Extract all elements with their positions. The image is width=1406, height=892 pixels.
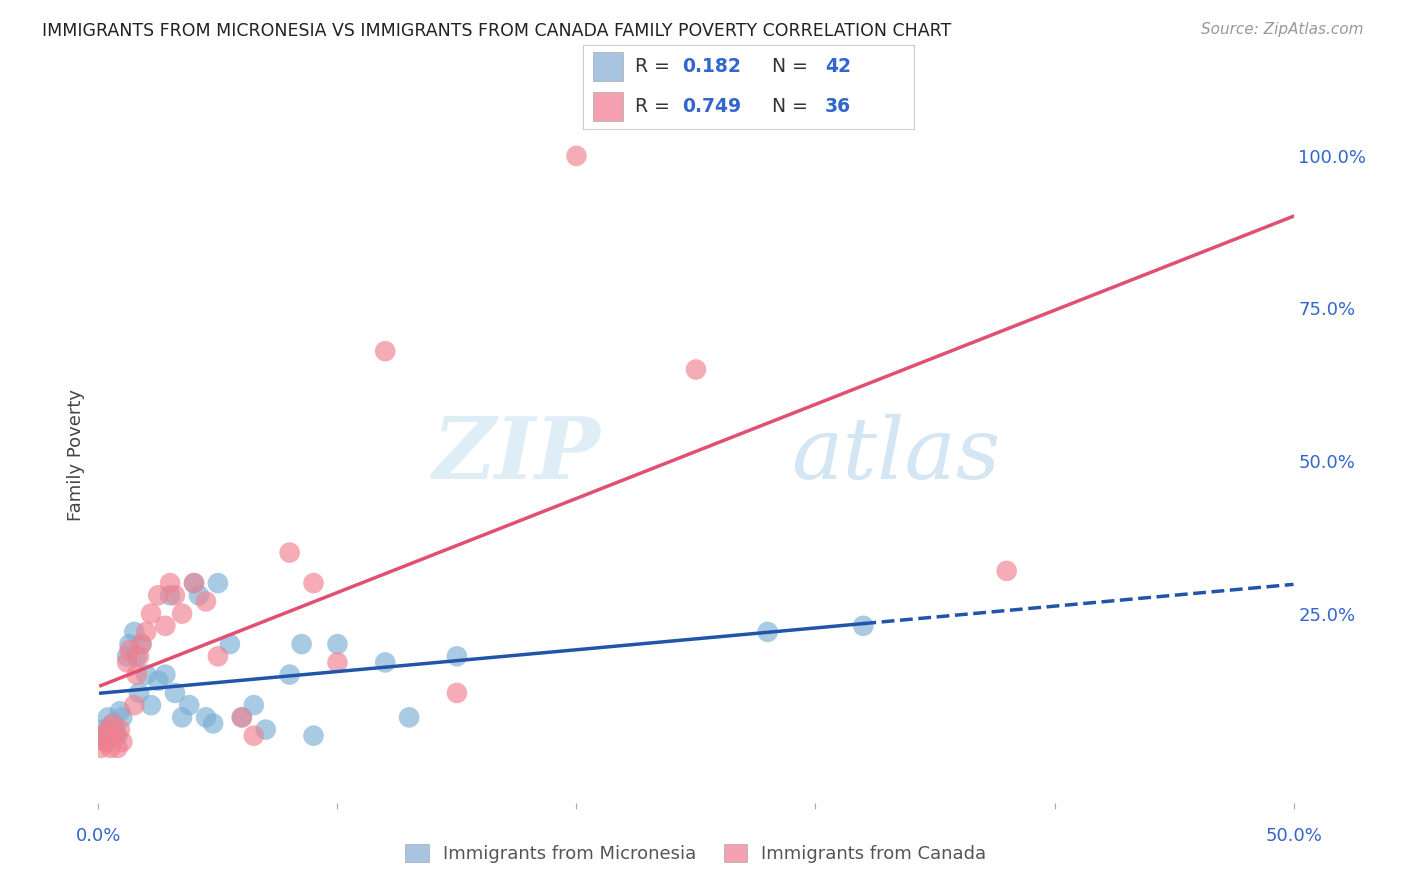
Point: [446, 649, 468, 664]
Point: [124, 698, 146, 713]
Text: ZIP: ZIP: [433, 413, 600, 497]
Point: [565, 149, 588, 163]
Point: [183, 576, 205, 591]
Text: 0.0%: 0.0%: [76, 827, 121, 846]
Point: [107, 729, 129, 743]
Text: N =: N =: [772, 96, 814, 116]
Point: [187, 588, 209, 602]
Point: [254, 723, 277, 737]
Point: [101, 716, 124, 731]
FancyBboxPatch shape: [593, 92, 623, 120]
Text: N =: N =: [772, 57, 814, 76]
Text: 50.0%: 50.0%: [1265, 827, 1322, 846]
Point: [111, 735, 134, 749]
Point: [90, 740, 112, 755]
Point: [172, 607, 194, 621]
Point: [139, 607, 162, 621]
Point: [148, 588, 170, 602]
Point: [124, 624, 146, 639]
Text: atlas: atlas: [792, 414, 1001, 496]
Point: [104, 723, 127, 737]
Point: [374, 656, 396, 670]
Point: [108, 704, 131, 718]
Point: [291, 637, 314, 651]
Point: [179, 698, 201, 713]
Point: [128, 649, 150, 664]
Legend: Immigrants from Micronesia, Immigrants from Canada: Immigrants from Micronesia, Immigrants f…: [398, 837, 994, 871]
Y-axis label: Family Poverty: Family Poverty: [66, 389, 84, 521]
Point: [195, 594, 218, 608]
Point: [155, 667, 177, 681]
Point: [128, 686, 150, 700]
Point: [207, 576, 229, 591]
Point: [125, 649, 148, 664]
Point: [995, 564, 1018, 578]
Point: [326, 637, 349, 651]
Text: Source: ZipAtlas.com: Source: ZipAtlas.com: [1201, 22, 1364, 37]
Point: [326, 656, 349, 670]
Point: [685, 362, 707, 376]
Point: [155, 619, 177, 633]
Point: [115, 649, 138, 664]
Point: [183, 576, 205, 591]
Point: [172, 710, 194, 724]
Point: [148, 673, 170, 688]
FancyBboxPatch shape: [593, 53, 623, 81]
Point: [94, 735, 117, 749]
Point: [159, 576, 181, 591]
Point: [163, 686, 186, 700]
Point: [135, 667, 157, 681]
Point: [131, 637, 153, 651]
Point: [278, 545, 301, 559]
Point: [111, 710, 134, 724]
Point: [163, 588, 186, 602]
Point: [302, 576, 325, 591]
Point: [231, 710, 253, 724]
Point: [207, 649, 229, 664]
Text: 0.749: 0.749: [683, 96, 742, 116]
Point: [278, 667, 301, 681]
Point: [195, 710, 218, 724]
Point: [219, 637, 242, 651]
Text: 0.182: 0.182: [683, 57, 741, 76]
Point: [243, 729, 266, 743]
Point: [97, 723, 120, 737]
Point: [243, 698, 266, 713]
Point: [104, 729, 127, 743]
Point: [98, 740, 122, 755]
Text: 42: 42: [825, 57, 851, 76]
Point: [159, 588, 181, 602]
Point: [374, 344, 396, 359]
Point: [125, 667, 148, 681]
Point: [91, 723, 114, 737]
Point: [97, 710, 120, 724]
Point: [118, 643, 141, 657]
Point: [398, 710, 420, 724]
Point: [98, 729, 122, 743]
Point: [139, 698, 162, 713]
Text: 36: 36: [825, 96, 851, 116]
Text: R =: R =: [634, 96, 675, 116]
Point: [852, 619, 875, 633]
Text: R =: R =: [634, 57, 675, 76]
Point: [202, 716, 225, 731]
Point: [94, 735, 117, 749]
Point: [107, 740, 129, 755]
Point: [118, 637, 141, 651]
Point: [101, 716, 124, 731]
Point: [446, 686, 468, 700]
Point: [135, 624, 157, 639]
Point: [90, 729, 112, 743]
Point: [108, 723, 131, 737]
Point: [756, 624, 779, 639]
Point: [91, 729, 114, 743]
Text: IMMIGRANTS FROM MICRONESIA VS IMMIGRANTS FROM CANADA FAMILY POVERTY CORRELATION : IMMIGRANTS FROM MICRONESIA VS IMMIGRANTS…: [42, 22, 952, 40]
Point: [131, 637, 153, 651]
Point: [231, 710, 253, 724]
Point: [115, 656, 138, 670]
Point: [302, 729, 325, 743]
